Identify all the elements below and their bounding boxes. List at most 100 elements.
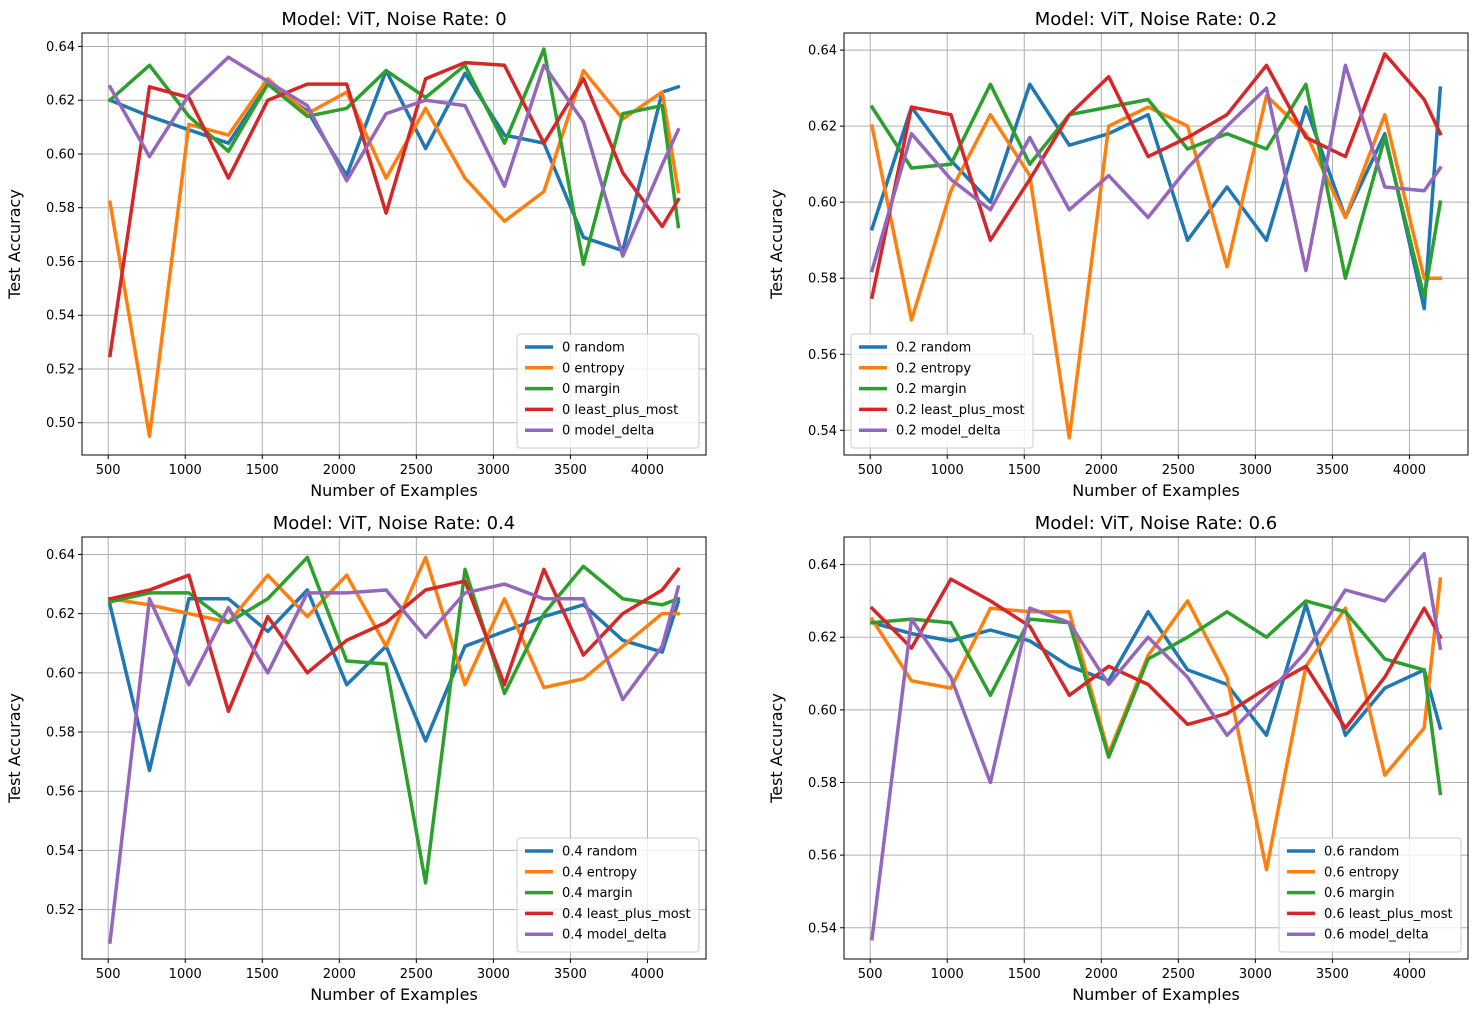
y-tick-label: 0.60 [46, 147, 75, 162]
series-line-least-plus-most [869, 52, 1443, 300]
legend-box [516, 837, 700, 953]
legend-label: 0.6 model_delta [1324, 928, 1429, 943]
legend: 0 random 0 entropy 0 margin 0 least_plus_mo… [516, 333, 700, 449]
y-axis-label: Test Accuracy [767, 693, 786, 804]
x-tick-label: 1000 [169, 463, 202, 478]
y-axis-label: Test Accuracy [5, 189, 24, 300]
y-tick-label: 0.58 [46, 726, 75, 741]
series-group [107, 555, 681, 945]
legend-label: 0.4 model_delta [562, 928, 667, 943]
series-line-entropy [869, 93, 1443, 440]
x-tick-label: 1000 [169, 967, 202, 982]
series-line-model-delta [107, 55, 681, 258]
y-tick-label: 0.60 [46, 666, 75, 681]
y-tick-label: 0.64 [46, 40, 75, 55]
x-axis-label: Number of Examples [310, 985, 478, 1004]
x-axis-label: Number of Examples [1072, 481, 1240, 500]
y-tick-label: 0.58 [808, 776, 837, 791]
y-tick-label: 0.52 [46, 362, 75, 377]
x-axis-label: Number of Examples [1072, 985, 1240, 1004]
legend-label: 0.6 random [1324, 845, 1399, 860]
series-line-entropy [108, 555, 681, 690]
legend-box [1278, 837, 1462, 953]
x-tick-label: 4000 [1393, 967, 1426, 982]
chart-title: Model: ViT, Noise Rate: 0.2 [1035, 9, 1278, 30]
chart-title: Model: ViT, Noise Rate: 0.4 [273, 513, 516, 534]
legend-label: 0.2 margin [896, 382, 967, 397]
x-tick-label: 2500 [400, 967, 433, 982]
series-line-least-plus-most [108, 60, 681, 358]
legend-box [850, 333, 1034, 449]
x-tick-label: 2000 [323, 967, 356, 982]
y-tick-label: 0.54 [808, 921, 837, 936]
y-tick-label: 0.60 [808, 196, 837, 211]
axes-frame [81, 32, 707, 456]
series-line-model-delta [108, 582, 681, 945]
y-axis-label: Test Accuracy [767, 189, 786, 300]
series-line-model-delta [869, 63, 1443, 273]
grid [82, 33, 706, 455]
y-tick-label: 0.62 [46, 94, 75, 109]
y-tick-label: 0.62 [808, 120, 837, 135]
y-tick-label: 0.56 [46, 255, 75, 270]
y-tick-label: 0.52 [46, 903, 75, 918]
x-axis-label: Number of Examples [310, 481, 478, 500]
series-line-entropy [869, 577, 1443, 872]
x-tick-label: 500 [96, 967, 121, 982]
x-tick-label: 1500 [246, 463, 279, 478]
x-tick-label: 2500 [1162, 967, 1195, 982]
x-tick-label: 4000 [631, 967, 664, 982]
x-tick-label: 3500 [1316, 967, 1349, 982]
y-tick-label: 0.64 [808, 558, 837, 573]
x-tick-label: 2000 [1085, 463, 1118, 478]
y-axis-label: Test Accuracy [5, 693, 24, 804]
series-line-margin [869, 82, 1443, 299]
legend-label: 0.4 random [562, 845, 637, 860]
legend-label: 0.6 least_plus_most [1324, 907, 1453, 922]
legend-label: 0.6 entropy [1324, 865, 1399, 880]
x-tick-label: 1500 [1008, 967, 1041, 982]
legend-label: 0.6 margin [1324, 886, 1395, 901]
x-tick-label: 3500 [554, 967, 587, 982]
x-tick-label: 500 [858, 463, 883, 478]
x-tick-label: 2000 [323, 463, 356, 478]
series-group [869, 52, 1443, 440]
chart-title: Model: ViT, Noise Rate: 0 [281, 9, 506, 30]
series-group [869, 551, 1443, 941]
y-tick-label: 0.56 [808, 348, 837, 363]
x-tick-label: 3000 [1239, 463, 1272, 478]
y-tick-label: 0.54 [46, 844, 75, 859]
y-tick-label: 0.56 [808, 849, 837, 864]
x-tick-label: 1500 [1008, 463, 1041, 478]
x-tick-label: 2500 [400, 463, 433, 478]
legend-label: 0.2 least_plus_most [896, 403, 1025, 418]
x-tick-label: 4000 [631, 463, 664, 478]
legend: 0.6 random 0.6 entropy 0.6 margin 0.6 least… [1278, 837, 1462, 953]
legend-label: 0 random [562, 341, 625, 356]
y-tick-label: 0.62 [808, 631, 837, 646]
series-line-margin [870, 599, 1443, 796]
series-line-margin [107, 555, 681, 885]
y-tick-label: 0.56 [46, 785, 75, 800]
series-line-least-plus-most [869, 577, 1443, 730]
chart-panel-4: 500 1000 1500 2000 2500 3000 3500 4000 0.54 0.56 0… [767, 513, 1469, 1004]
x-tick-label: 2000 [1085, 967, 1118, 982]
series-line-random [107, 588, 681, 773]
axes-frame [81, 536, 707, 960]
legend-label: 0 least_plus_most [562, 403, 678, 418]
y-tick-label: 0.58 [46, 201, 75, 216]
y-tick-label: 0.64 [46, 548, 75, 563]
legend-label: 0 margin [562, 382, 620, 397]
x-tick-label: 1000 [931, 967, 964, 982]
legend-label: 0.4 entropy [562, 865, 637, 880]
legend-box [516, 333, 700, 449]
legend-label: 0 entropy [562, 361, 625, 376]
y-tick-label: 0.60 [808, 703, 837, 718]
x-tick-label: 3000 [477, 463, 510, 478]
chart-panel-3: 500 1000 1500 2000 2500 3000 3500 4000 0.52 0.54 0… [5, 513, 707, 1004]
x-tick-label: 3000 [477, 967, 510, 982]
legend-label: 0.4 least_plus_most [562, 907, 691, 922]
x-tick-label: 500 [858, 967, 883, 982]
y-tick-label: 0.58 [808, 272, 837, 287]
